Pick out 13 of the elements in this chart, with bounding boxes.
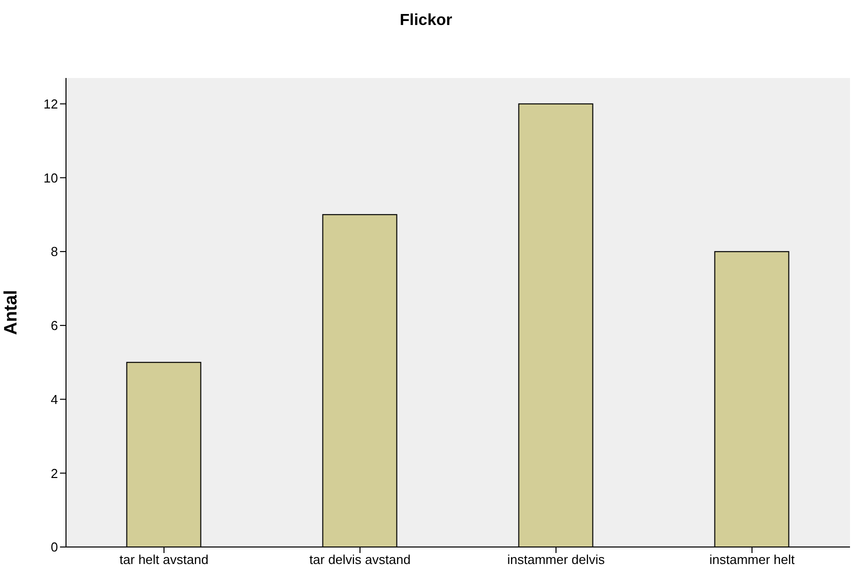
x-tick-label: tar helt avstand — [120, 552, 208, 568]
y-tick-label: 2 — [50, 466, 58, 481]
y-axis-title: Antal — [0, 290, 20, 335]
y-tick-label: 4 — [50, 392, 58, 407]
y-tick-label: 6 — [50, 318, 58, 334]
x-tick-label: instammer helt — [709, 552, 796, 568]
y-tick-label: 12 — [44, 96, 58, 112]
y-tick-label: 0 — [50, 540, 58, 555]
x-tick-label: instammer delvis — [507, 552, 606, 568]
chart-title: Flickor — [398, 12, 454, 30]
x-tick-label: tar delvis avstand — [309, 552, 411, 568]
y-tick-label: 10 — [44, 170, 58, 186]
y-tick-label: 8 — [50, 244, 58, 260]
